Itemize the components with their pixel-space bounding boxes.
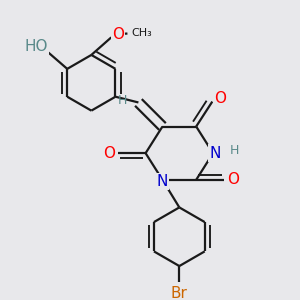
Text: O: O [227, 172, 239, 187]
Text: N: N [210, 146, 221, 161]
Text: Br: Br [171, 286, 188, 300]
Text: N: N [157, 174, 168, 189]
Text: H: H [230, 144, 239, 157]
Text: O: O [112, 27, 124, 42]
Text: HO: HO [24, 39, 48, 54]
Text: H: H [118, 94, 127, 107]
Text: CH₃: CH₃ [131, 28, 152, 38]
Text: O: O [214, 91, 226, 106]
Text: O: O [103, 146, 115, 161]
